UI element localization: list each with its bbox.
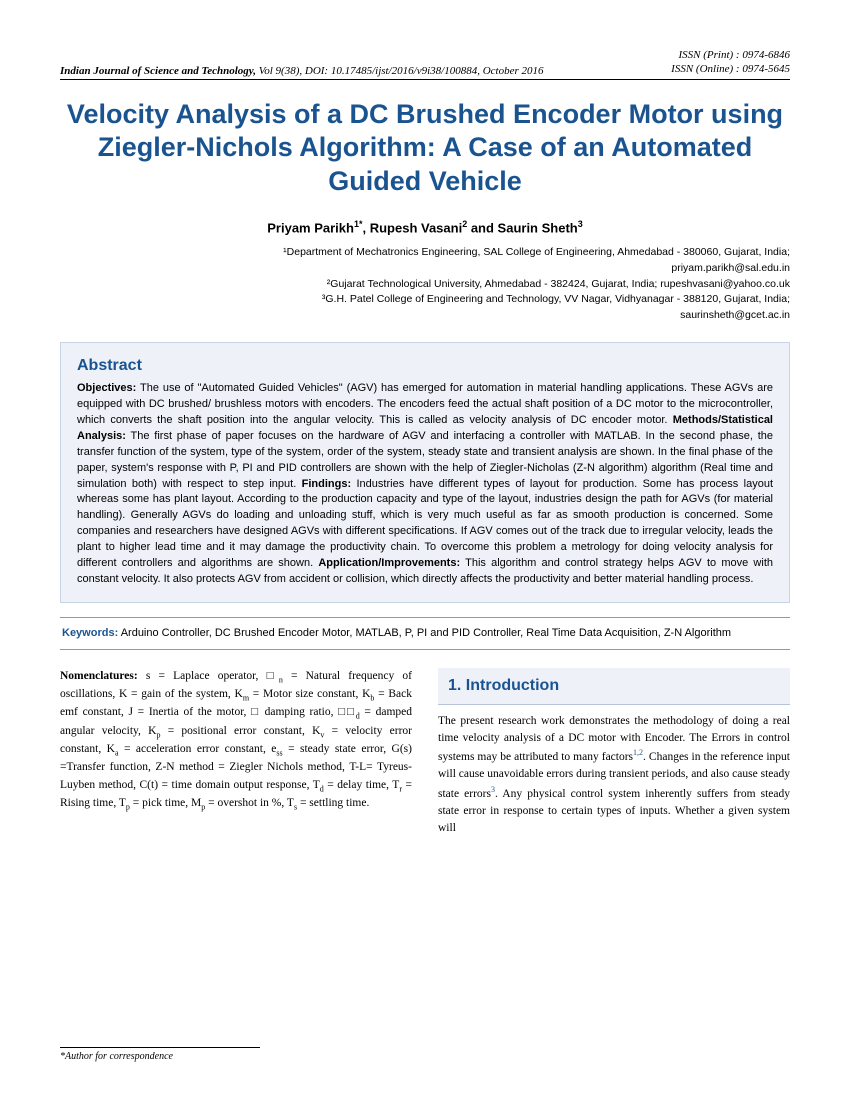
affiliations: ¹Department of Mechatronics Engineering,…: [60, 245, 790, 324]
intro-heading: 1. Introduction: [438, 668, 790, 705]
keywords-row: Keywords: Arduino Controller, DC Brushed…: [60, 617, 790, 650]
nomenclatures-label: Nomenclatures:: [60, 670, 138, 682]
objectives-label: Objectives:: [77, 382, 136, 394]
journal-info: Indian Journal of Science and Technology…: [60, 65, 544, 77]
journal-name: Indian Journal of Science and Technology…: [60, 65, 256, 77]
findings-label: Findings:: [302, 478, 352, 490]
keywords-text: Arduino Controller, DC Brushed Encoder M…: [118, 627, 731, 639]
keywords-label: Keywords:: [62, 627, 118, 639]
app-label: Application/Improvements:: [318, 557, 460, 569]
affiliation-line: priyam.parikh@sal.edu.in: [60, 261, 790, 277]
abstract-text: Objectives: The use of "Automated Guided…: [77, 381, 773, 588]
header-row: Indian Journal of Science and Technology…: [60, 48, 790, 80]
intro-text: The present research work demonstrates t…: [438, 713, 790, 837]
affiliation-line: saurinsheth@gcet.ac.in: [60, 308, 790, 324]
left-column: Nomenclatures: s = Laplace operator, □n …: [60, 668, 412, 837]
abstract-box: Abstract Objectives: The use of "Automat…: [60, 342, 790, 603]
issn-block: ISSN (Print) : 0974-6846 ISSN (Online) :…: [671, 48, 790, 77]
abstract-heading: Abstract: [77, 357, 773, 375]
footer-note: *Author for correspondence: [60, 1047, 260, 1062]
journal-details: Vol 9(38), DOI: 10.17485/ijst/2016/v9i38…: [256, 65, 544, 77]
issn-print: ISSN (Print) : 0974-6846: [671, 48, 790, 62]
affiliation-line: ¹Department of Mechatronics Engineering,…: [60, 245, 790, 261]
authors: Priyam Parikh1*, Rupesh Vasani2 and Saur…: [60, 219, 790, 235]
objectives-text: The use of "Automated Guided Vehicles" (…: [77, 382, 773, 426]
findings-text: Industries have different types of layou…: [77, 478, 773, 570]
paper-title: Velocity Analysis of a DC Brushed Encode…: [60, 98, 790, 199]
affiliation-line: ²Gujarat Technological University, Ahmed…: [60, 277, 790, 293]
issn-online: ISSN (Online) : 0974-5645: [671, 62, 790, 76]
body-columns: Nomenclatures: s = Laplace operator, □n …: [60, 668, 790, 837]
affiliation-line: ³G.H. Patel College of Engineering and T…: [60, 292, 790, 308]
nomenclatures-text: s = Laplace operator, □n = Natural frequ…: [60, 670, 412, 809]
right-column: 1. Introduction The present research wor…: [438, 668, 790, 837]
